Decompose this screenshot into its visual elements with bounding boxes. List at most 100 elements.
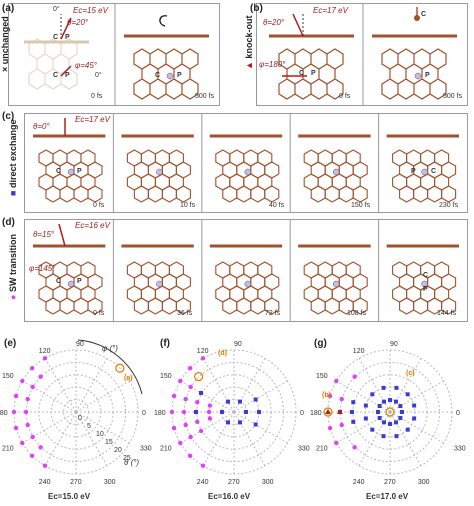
data-marker [238, 399, 242, 404]
d-energy: Ec=16 eV [75, 221, 110, 230]
data-marker [20, 440, 25, 446]
c-time-1: 10 fs [180, 202, 196, 209]
data-marker [334, 440, 339, 446]
d-c1: C [56, 278, 62, 285]
data-marker [198, 428, 204, 434]
angle-tick-label: 120 [197, 348, 209, 355]
c-marker: ■ [8, 190, 18, 196]
data-marker [377, 404, 382, 408]
data-marker [244, 410, 248, 414]
p-atom [244, 168, 252, 176]
angle-tick-label: 180 [310, 410, 322, 417]
top-view-lattice [303, 261, 368, 315]
panel-a-label: (a) [2, 3, 15, 14]
c-c2: C [431, 168, 437, 175]
b-time-1: 500 fs [443, 93, 463, 100]
data-marker [226, 420, 230, 425]
data-marker [327, 393, 333, 399]
data-marker [200, 356, 206, 361]
data-marker [183, 396, 188, 402]
polar-grid: 90 120 150 180 210 240 270 300 330 0 [154, 341, 310, 486]
data-marker [42, 463, 48, 468]
callout-c: (c) [406, 370, 415, 377]
angle-tick-label: 330 [454, 445, 466, 452]
data-marker [363, 416, 368, 421]
p-atom [67, 280, 75, 288]
top-view-lattice [303, 149, 368, 203]
data-marker [339, 422, 344, 428]
d-side-label: ● SW transition [8, 234, 18, 300]
radial-tick-label: 5 [87, 423, 91, 430]
angle-tick-label: 270 [70, 479, 82, 486]
top-view-lattice [215, 261, 280, 315]
c-time-2: 40 fs [269, 202, 285, 209]
data-marker [398, 404, 403, 408]
data-marker [382, 420, 386, 425]
data-marker [412, 416, 417, 421]
panel-c-label: (c) [2, 111, 15, 122]
c-time-0: 0 fs [93, 202, 105, 209]
a-p1: P [65, 34, 70, 41]
polar-plots: 9012015018021024027030033009012015018021… [0, 339, 466, 486]
polar-e-label: (e) [4, 338, 17, 349]
top-view-lattice [392, 261, 457, 315]
top-view-lattice [126, 149, 191, 203]
data-marker [187, 453, 193, 459]
data-marker [327, 425, 333, 431]
a-time-1: 500 fs [195, 93, 215, 100]
panel-a: (a) Ec=15 eV θ=20° φ=45° 0° 0° C P C P C… [2, 3, 220, 106]
data-marker [195, 419, 200, 425]
data-marker [188, 434, 193, 440]
d-p1: P [77, 278, 82, 285]
data-marker [29, 365, 35, 371]
d-phi: φ=145° [29, 264, 56, 273]
data-marker [194, 410, 198, 414]
callout-ring [385, 407, 395, 417]
d-theta: θ=15° [33, 230, 55, 239]
data-marker [195, 399, 200, 405]
c-time-4: 230 fs [439, 202, 459, 209]
data-marker [351, 400, 356, 405]
b-side-label: ▲ knock-out [244, 16, 254, 70]
phi-axis-label: φ (°) [102, 344, 118, 353]
knockout-marker [337, 409, 343, 414]
radial-tick-label: 10 [96, 431, 104, 438]
data-marker [188, 384, 193, 390]
b-phi: φ=180° [259, 60, 286, 69]
top-view-lattice [38, 261, 103, 315]
angle-tick-label: 330 [298, 445, 310, 452]
angle-tick-label: 210 [160, 445, 172, 452]
a-angle0: 0° [53, 6, 60, 13]
data-marker [352, 374, 357, 379]
angle-tick-label: 240 [353, 479, 365, 486]
p-atom [332, 168, 340, 176]
p-atom [156, 280, 163, 288]
data-marker [207, 403, 213, 408]
angle-tick-label: 120 [39, 348, 51, 355]
a-side-label: × unchanged [0, 16, 10, 72]
radial-tick-label: 0 [78, 415, 82, 422]
d-marker: ● [8, 294, 18, 300]
a-energy: Ec=15 eV [73, 6, 108, 15]
data-marker [220, 410, 224, 414]
angle-tick-label: 300 [262, 479, 274, 486]
angle-tick-label: 90 [390, 341, 398, 348]
angle-tick-label: 270 [228, 479, 240, 486]
d-time-3: 108 fs [347, 310, 367, 317]
angle-tick-label: 240 [197, 479, 209, 486]
data-marker [13, 393, 19, 399]
radial-tick-label: 15 [105, 439, 113, 446]
d-c2: C [423, 272, 429, 279]
data-marker [394, 420, 398, 425]
energy-f: Ec=16.0 eV [208, 492, 251, 501]
a-theta: θ=20° [67, 18, 89, 27]
d-time-2: 72 fs [265, 310, 281, 317]
panel-b-label: (b) [250, 3, 263, 14]
data-marker [381, 434, 386, 439]
energy-g: Ec=17.0 eV [366, 492, 409, 501]
data-marker [169, 409, 175, 415]
angle-tick-label: 90 [76, 341, 84, 348]
b-ejected-atom [414, 15, 420, 21]
a-side-view-lattice [124, 15, 209, 100]
data-marker [388, 398, 392, 402]
